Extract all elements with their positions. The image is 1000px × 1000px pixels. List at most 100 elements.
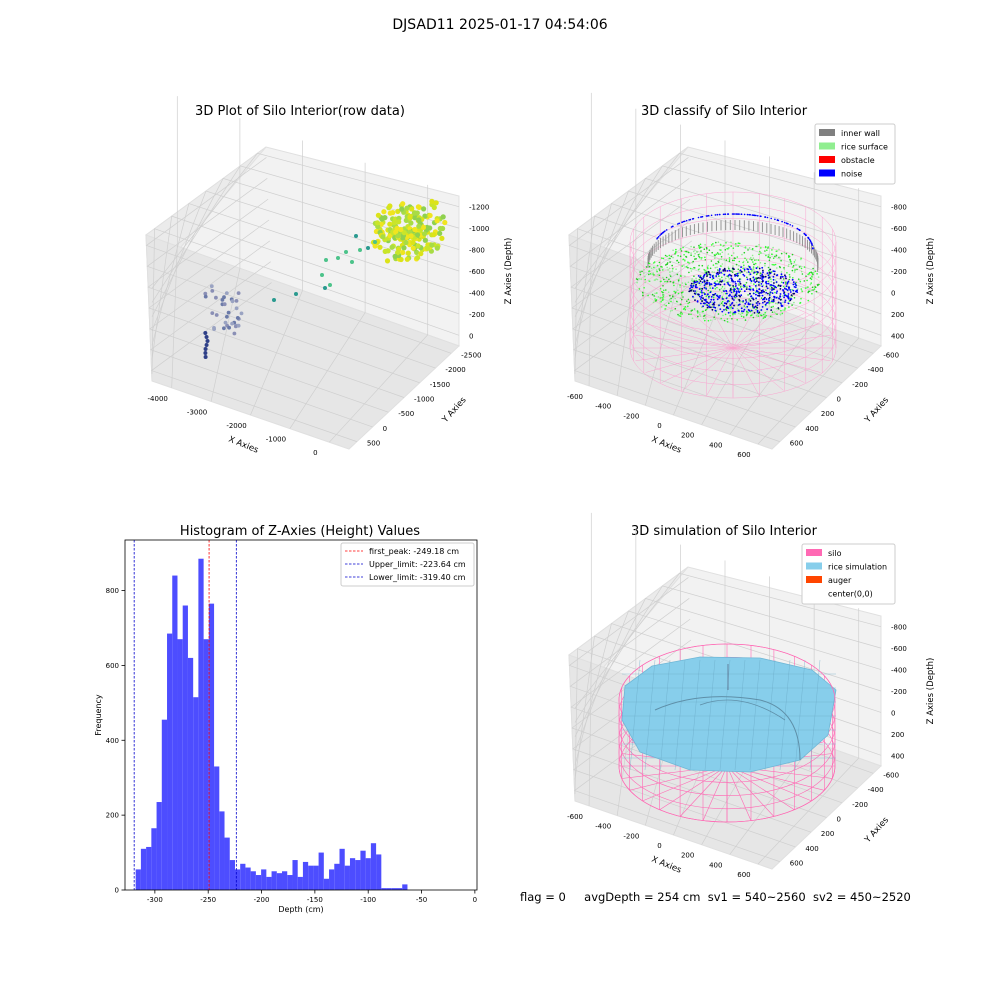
noise-point (718, 268, 721, 270)
noise-point (726, 292, 728, 295)
rice-point (751, 270, 753, 272)
rice-point (672, 267, 674, 270)
noise-point (657, 235, 660, 238)
rice-point (669, 294, 671, 297)
x-gridline (701, 156, 770, 425)
z-gridline (151, 203, 460, 346)
rice-point (714, 266, 717, 269)
rice-point (755, 314, 758, 317)
x-tick-label: 400 (709, 441, 722, 449)
rice-point (720, 317, 722, 320)
point (416, 223, 422, 229)
noise-point (734, 294, 737, 297)
y-gridline (573, 282, 780, 442)
z-gridline (151, 215, 460, 360)
rice-point (703, 315, 705, 317)
noise-point (773, 282, 775, 284)
z-tick-label: 0 (891, 709, 895, 717)
rice-point (688, 301, 691, 304)
rice-point (795, 307, 797, 310)
rice-point (788, 278, 791, 281)
rice-point (750, 314, 753, 317)
rice-point (799, 280, 802, 283)
rice-point (716, 280, 718, 282)
rice-point (693, 266, 695, 269)
rice-point (753, 268, 755, 271)
legend-swatch (806, 576, 822, 583)
noise-point (694, 286, 697, 289)
noise-point (729, 304, 732, 307)
legend-box (814, 123, 896, 185)
rice-point (812, 273, 814, 276)
mesh-line (659, 659, 671, 771)
noise-point (710, 306, 712, 309)
rice-point (669, 275, 672, 278)
rice-point (791, 289, 793, 291)
rice-point (653, 295, 655, 297)
noise-point (710, 296, 713, 298)
point (395, 250, 401, 256)
noise-point (704, 293, 706, 296)
rice-point (792, 264, 795, 267)
noise-point (733, 304, 735, 307)
noise-point (695, 281, 697, 284)
histogram-bar (182, 605, 188, 890)
rice-point (698, 255, 700, 258)
rice-point (705, 295, 708, 298)
z-gridline (574, 178, 882, 317)
point (387, 210, 393, 216)
rice-point (776, 267, 778, 269)
noise-point (776, 219, 779, 221)
rice-point (642, 294, 644, 297)
rice-point (788, 306, 790, 308)
noise-point (783, 221, 786, 224)
rice-point (687, 305, 689, 308)
noise-point (772, 298, 775, 301)
noise-point (781, 220, 783, 223)
point (421, 206, 427, 212)
rice-point (770, 285, 772, 288)
noise-point (747, 309, 750, 311)
rice-point (669, 257, 671, 260)
rice-point (810, 289, 813, 292)
noise-point (697, 216, 700, 219)
rice-point (698, 264, 700, 267)
z-tick-label: 200 (891, 731, 904, 739)
noise-point (772, 278, 775, 281)
rice-point (695, 277, 697, 280)
rice-point (658, 261, 661, 264)
rice-point (672, 294, 674, 296)
noise-point (788, 286, 791, 289)
rice-point (735, 301, 738, 304)
noise-point (764, 275, 767, 278)
point (377, 244, 383, 250)
rice-point (689, 267, 692, 270)
point (230, 321, 235, 326)
rice-point (662, 257, 665, 260)
rice-point (744, 283, 746, 286)
rice-point (656, 264, 659, 267)
noise-point (723, 267, 726, 270)
y-gridline (572, 240, 812, 413)
noise-point (697, 293, 700, 296)
rice-point (701, 257, 703, 259)
rice-point (664, 280, 666, 283)
rice-point (807, 291, 809, 294)
noise-point (743, 308, 746, 311)
noise-point (791, 225, 794, 227)
noise-point (714, 309, 717, 312)
point (234, 306, 239, 311)
rice-point (699, 315, 702, 317)
rice-point (774, 279, 777, 281)
x-tick-label: -200 (623, 412, 639, 420)
mesh-line (749, 659, 761, 771)
rice-point (780, 271, 783, 273)
silo-spoke (642, 765, 728, 802)
noise-point (704, 282, 707, 285)
y-tick-label: -200 (852, 801, 868, 809)
noise-point (753, 312, 756, 314)
rice-point (757, 259, 760, 261)
rice-point (712, 295, 715, 298)
rice-point (762, 317, 765, 319)
rice-point (648, 262, 651, 265)
